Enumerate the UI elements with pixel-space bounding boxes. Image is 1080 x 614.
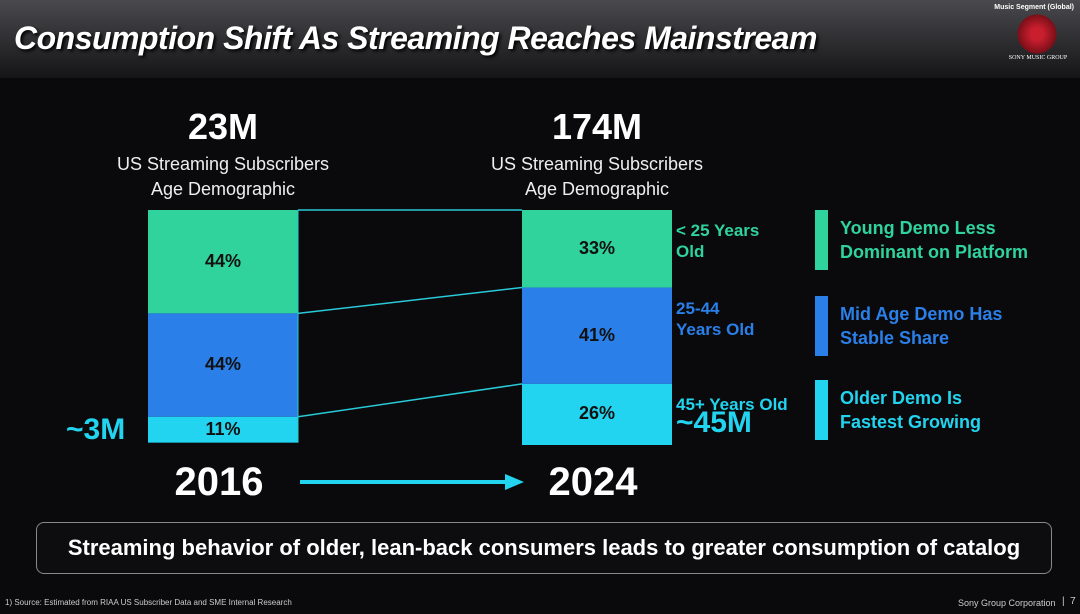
segment-label: 44% xyxy=(204,250,242,271)
total-label: 23M xyxy=(187,106,259,147)
callout: Young Demo Less Dominant on Platform xyxy=(840,218,1028,262)
series-label: 45+ Years Old xyxy=(676,394,788,414)
connector xyxy=(297,286,523,315)
segment-label: 41% xyxy=(578,324,616,345)
segment-label: 33% xyxy=(578,237,616,258)
bar-subtitle: Age Demographic xyxy=(524,179,670,199)
bar-segment xyxy=(522,210,672,288)
bar-subtitle: US Streaming Subscribers xyxy=(116,154,330,174)
segment-label: 44% xyxy=(204,354,242,375)
bar-segment xyxy=(148,210,298,314)
callout: Mid Age Demo Has Stable Share xyxy=(840,304,1003,348)
series-label: 25-44 Years Old xyxy=(676,298,755,339)
arrow-head xyxy=(505,474,524,490)
bar-segment xyxy=(148,313,298,417)
bar-subtitle: Age Demographic xyxy=(150,179,296,199)
page-number: | 7 xyxy=(1062,596,1076,607)
source-note: 1) Source: Estimated from RIAA US Subscr… xyxy=(5,598,292,607)
company: Sony Group Corporation xyxy=(958,598,1056,608)
series-label: < 25 Years Old xyxy=(676,221,760,261)
separator: | xyxy=(1062,596,1071,607)
bar-subtitle: US Streaming Subscribers xyxy=(490,154,704,174)
year-label: 2024 xyxy=(548,460,638,504)
callout: Older Demo Is Fastest Growing xyxy=(840,388,982,432)
logo-text: SONY MUSIC GROUP xyxy=(1008,55,1068,61)
bar-segment xyxy=(522,383,672,445)
callout-bar xyxy=(815,296,828,356)
page: 7 xyxy=(1070,596,1076,607)
annotation: ~3M xyxy=(66,412,126,446)
title-bar xyxy=(0,0,1080,78)
banner: Streaming behavior of older, lean-back c… xyxy=(36,522,1052,574)
segment-label: Music Segment (Global) xyxy=(994,4,1074,11)
callout-bar xyxy=(815,210,828,270)
bar-segment xyxy=(148,416,298,443)
title: Consumption Shift As Streaming Reaches M… xyxy=(14,20,817,56)
bar-segment xyxy=(522,287,672,384)
connector xyxy=(297,383,523,418)
callout-bar xyxy=(815,380,828,440)
segment-label: 26% xyxy=(578,403,616,424)
segment-label: 11% xyxy=(205,418,241,439)
logo xyxy=(1012,14,1062,54)
year-label: 2016 xyxy=(174,460,264,504)
annotation: ~45M xyxy=(676,405,752,439)
total-label: 174M xyxy=(551,106,643,147)
